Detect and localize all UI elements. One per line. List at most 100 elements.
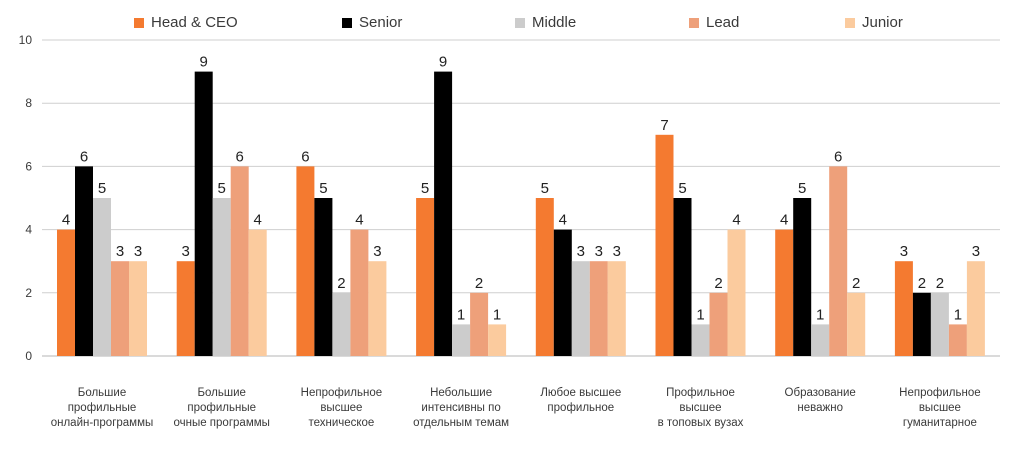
x-category-label: Большие профильные онлайн-программы <box>50 387 154 429</box>
bar <box>194 71 213 356</box>
bar-data-label: 9 <box>200 54 208 71</box>
bar <box>691 324 710 356</box>
bar <box>535 198 554 356</box>
bar-data-label: 6 <box>80 148 88 165</box>
bar-data-label: 1 <box>816 306 824 323</box>
bar-data-label: 2 <box>714 275 722 292</box>
bar <box>212 198 231 356</box>
bar-data-label: 1 <box>457 306 465 323</box>
bar-data-label: 4 <box>62 212 70 229</box>
y-tick-label: 6 <box>25 159 32 173</box>
bar <box>673 198 692 356</box>
bar-data-label: 4 <box>355 212 363 229</box>
x-category-label: Большие профильные очные программы <box>173 387 270 429</box>
bar <box>966 261 985 356</box>
bar-data-label: 3 <box>577 243 585 260</box>
legend-swatch <box>689 17 699 28</box>
bar <box>655 134 674 356</box>
x-category-label: Непрофильное высшее гуманитарное <box>899 387 981 429</box>
bar-data-label: 3 <box>595 243 603 260</box>
bar <box>296 166 315 356</box>
x-category-label: Любое высшее профильное <box>540 387 622 414</box>
legend-label: Senior <box>359 14 403 31</box>
legend-label: Junior <box>862 14 903 31</box>
bar-data-label: 1 <box>696 306 704 323</box>
bar <box>248 229 267 356</box>
y-tick-label: 2 <box>25 286 32 300</box>
legend-swatch <box>134 17 144 28</box>
bar <box>314 198 333 356</box>
bar-data-label: 4 <box>732 212 740 229</box>
bar-data-label: 9 <box>439 54 447 71</box>
bar <box>553 229 572 356</box>
legend: Head & CEO Senior Middle Lead Junior <box>0 14 1024 36</box>
bar <box>332 292 351 356</box>
bar <box>176 261 195 356</box>
bar-data-label: 5 <box>319 180 327 197</box>
bar <box>488 324 507 356</box>
bar <box>93 198 111 356</box>
bar <box>470 292 489 356</box>
bar-data-label: 2 <box>337 275 345 292</box>
bar <box>75 166 93 356</box>
bar-data-label: 5 <box>421 180 429 197</box>
x-category-label: Небольшие интенсивны по отдельным темам <box>413 387 510 429</box>
bar-data-label: 5 <box>98 180 106 197</box>
bar <box>912 292 931 356</box>
legend-item: Lead <box>689 14 739 31</box>
bar <box>709 292 728 356</box>
bar <box>368 261 387 356</box>
bar <box>847 292 866 356</box>
bar-data-label: 2 <box>475 275 483 292</box>
bar <box>589 261 608 356</box>
bar-data-label: 2 <box>936 275 944 292</box>
bar <box>829 166 848 356</box>
bar <box>607 261 626 356</box>
bar-data-label: 1 <box>493 306 501 323</box>
x-category-label: Профильное высшее в топовых вузах <box>657 387 744 429</box>
bar-data-label: 6 <box>834 148 842 165</box>
bar-data-label: 3 <box>613 243 621 260</box>
bar-data-label: 5 <box>218 180 226 197</box>
bar <box>452 324 471 356</box>
bar-data-label: 3 <box>373 243 381 260</box>
y-tick-label: 4 <box>25 223 32 237</box>
bar-data-label: 3 <box>116 243 124 260</box>
legend-swatch <box>845 17 855 28</box>
bar <box>894 261 913 356</box>
legend-swatch <box>342 17 352 28</box>
bar <box>948 324 967 356</box>
bar-data-label: 3 <box>972 243 980 260</box>
bar-data-label: 7 <box>660 117 668 134</box>
bar-data-label: 4 <box>780 212 788 229</box>
bar <box>571 261 590 356</box>
bar-data-label: 5 <box>541 180 549 197</box>
bar-data-label: 4 <box>559 212 567 229</box>
bar <box>793 198 812 356</box>
bar <box>111 261 129 356</box>
bar-data-label: 5 <box>678 180 686 197</box>
legend-item: Middle <box>515 14 576 31</box>
legend-swatch <box>515 17 525 28</box>
bar-data-label: 3 <box>182 243 190 260</box>
bar-data-label: 2 <box>918 275 926 292</box>
bar <box>727 229 746 356</box>
y-tick-label: 10 <box>19 33 33 47</box>
bar-data-label: 3 <box>900 243 908 260</box>
bar-data-label: 5 <box>798 180 806 197</box>
bar <box>350 229 369 356</box>
legend-item: Senior <box>342 14 402 31</box>
bar <box>129 261 147 356</box>
x-category-label: Образование неважно <box>784 387 856 414</box>
bar-data-label: 6 <box>301 148 309 165</box>
legend-item: Junior <box>845 14 903 31</box>
bar <box>930 292 949 356</box>
legend-label: Middle <box>532 14 577 31</box>
bar-data-label: 6 <box>236 148 244 165</box>
bar <box>811 324 830 356</box>
bar-data-label: 1 <box>954 306 962 323</box>
x-category-label: Непрофильное высшее техническое <box>300 387 383 429</box>
bar <box>416 198 435 356</box>
bar-data-label: 4 <box>254 212 262 229</box>
